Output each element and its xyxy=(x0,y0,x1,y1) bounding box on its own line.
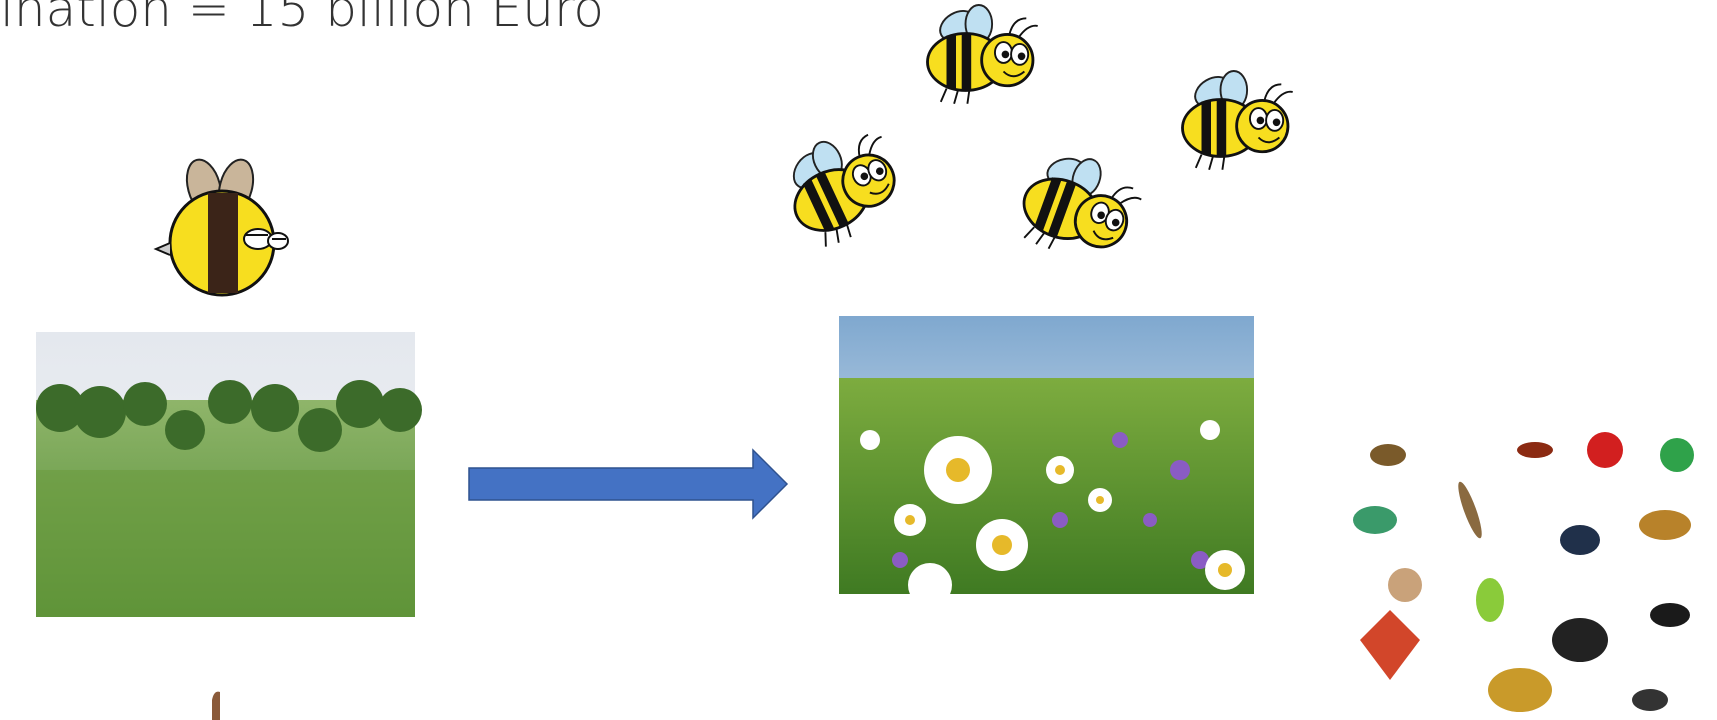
partial-illustration xyxy=(212,692,220,720)
happy-bees-illustration xyxy=(773,5,1293,273)
arrow xyxy=(469,450,787,518)
field-photo xyxy=(36,332,422,617)
slide: ination = 15 billion Euro xyxy=(0,0,1717,720)
insects-photo xyxy=(1353,432,1694,712)
meadow-photo xyxy=(839,316,1254,607)
slide-title: ination = 15 billion Euro xyxy=(0,0,604,38)
page: {"slide": {"title": "ination = 15 billio… xyxy=(0,0,1717,720)
sad-bee-illustration xyxy=(156,156,288,295)
